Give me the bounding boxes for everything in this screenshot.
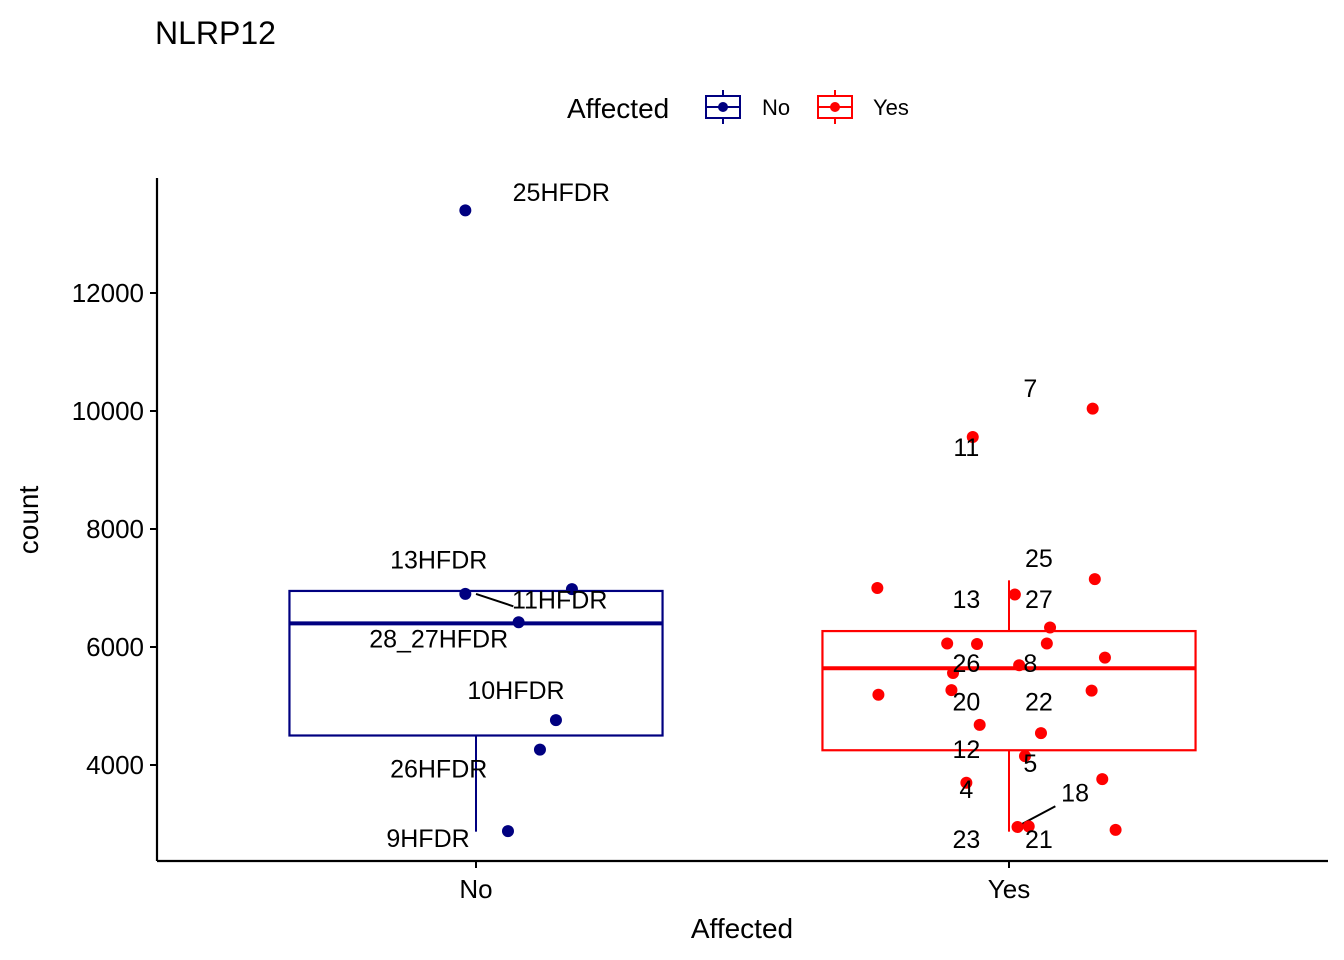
x-tick-label: No <box>459 874 492 904</box>
point-label: 10HFDR <box>467 677 564 705</box>
y-tick-label: 6000 <box>86 632 144 662</box>
point-yes <box>1018 750 1031 763</box>
point-label: 23 <box>952 826 980 854</box>
point-label: 27 <box>1025 586 1053 614</box>
point-yes <box>871 582 884 594</box>
point-yes <box>1085 684 1098 697</box>
point-label: 25HFDR <box>513 179 610 207</box>
label-connector <box>1017 805 1056 828</box>
chart-title: NLRP12 <box>155 15 276 51</box>
point-label: 18 <box>1061 780 1089 808</box>
label-connector <box>475 592 514 608</box>
point-label: 4 <box>959 776 973 804</box>
point-label: 12 <box>952 736 980 764</box>
point-yes <box>1040 637 1053 650</box>
point-label: 13 <box>952 586 980 614</box>
point-yes <box>1096 773 1109 786</box>
point-no <box>459 204 472 217</box>
point-label: 13HFDR <box>390 547 487 575</box>
legend-title: Affected <box>567 93 669 124</box>
point-yes <box>971 638 984 651</box>
x-tick-label: Yes <box>988 874 1030 904</box>
point-yes <box>1034 727 1047 740</box>
point-yes <box>1088 573 1101 586</box>
y-tick-label: 12000 <box>72 278 144 308</box>
point-label: 11HFDR <box>512 587 607 615</box>
point-label: 21 <box>1025 826 1053 854</box>
x-axis-title: Affected <box>691 913 793 944</box>
point-yes <box>1098 651 1111 664</box>
point-yes <box>966 430 979 443</box>
point-yes <box>872 688 885 701</box>
legend: Affected No Yes <box>567 90 909 124</box>
point-label: 20 <box>952 689 980 717</box>
box-no <box>288 589 664 832</box>
point-label: 5 <box>1023 750 1037 778</box>
points <box>459 204 1122 838</box>
y-axis-title: count <box>13 486 44 555</box>
point-yes <box>1044 621 1057 634</box>
point-yes <box>941 637 954 650</box>
point-no <box>512 616 525 629</box>
point-yes <box>1086 402 1099 415</box>
point-label: 9HFDR <box>386 825 469 853</box>
point-label: 26HFDR <box>390 755 487 783</box>
y-tick-label: 10000 <box>72 396 144 426</box>
point-label: 8 <box>1023 650 1037 678</box>
point-label: 28_27HFDR <box>369 626 508 654</box>
point-yes <box>945 684 958 697</box>
point-yes <box>1013 659 1026 672</box>
point-yes <box>1008 588 1021 601</box>
y-tick-label: 4000 <box>86 750 144 780</box>
point-no <box>565 583 578 596</box>
point-label: 26 <box>952 650 980 678</box>
point-no <box>549 714 562 727</box>
point-yes <box>1022 820 1035 833</box>
point-yes <box>947 666 960 679</box>
point-yes <box>1109 823 1122 836</box>
box-iqr <box>288 589 664 737</box>
point-yes <box>1011 820 1024 833</box>
box-yes <box>821 580 1197 832</box>
point-no <box>501 825 514 838</box>
point-yes <box>973 718 986 731</box>
y-axis-ticks: 4000 6000 8000 10000 12000 <box>72 278 157 780</box>
legend-label-no: No <box>762 95 790 120</box>
point-yes <box>960 776 973 789</box>
x-axis-ticks: No Yes <box>459 861 1030 904</box>
y-tick-label: 8000 <box>86 514 144 544</box>
legend-key-no <box>705 90 741 124</box>
point-no <box>459 587 472 600</box>
point-label: 22 <box>1025 689 1053 717</box>
legend-key-yes <box>817 90 853 124</box>
box-iqr <box>821 629 1197 752</box>
point-no <box>533 743 546 756</box>
boxes <box>288 580 1197 832</box>
point-label: 7 <box>1023 375 1037 403</box>
point-label: 11 <box>953 434 979 462</box>
legend-label-yes: Yes <box>873 95 909 120</box>
point-label: 25 <box>1025 545 1053 573</box>
